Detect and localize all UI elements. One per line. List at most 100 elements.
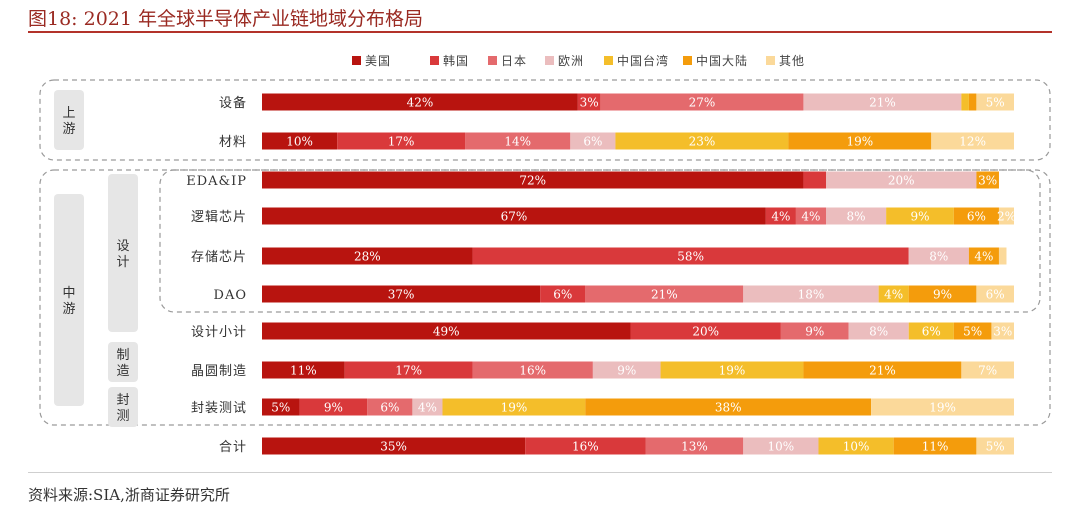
bar-segment (262, 207, 766, 225)
bar-segment (262, 132, 338, 150)
bar-segment (592, 361, 661, 379)
data-label: 20% (692, 325, 719, 339)
bar-segment (630, 322, 781, 340)
data-labels: 42% 3% 27% 21% 5% 10% 17% 14% 6% 23% 19% 12% 72% 20% 3… (271, 96, 1016, 454)
bar-segment (931, 132, 1014, 150)
data-label: 19% (929, 401, 956, 415)
data-label: 18% (798, 288, 825, 302)
data-label: 11% (290, 364, 317, 378)
chart-legend: 美国 韩国 日本 欧洲 中国台湾 中国大陆 其他 (0, 52, 1080, 70)
source-divider (28, 472, 1052, 473)
bar-segment (585, 285, 744, 303)
data-label: 11% (922, 440, 949, 454)
group-frames (39, 79, 1051, 426)
legend-item: 欧洲 (545, 52, 584, 69)
design-label: 设计 (116, 239, 129, 270)
data-label: 16% (572, 440, 599, 454)
legend-item: 其他 (766, 52, 805, 69)
bar-segment (818, 437, 894, 455)
data-label: 9% (910, 210, 929, 224)
data-label: 5% (271, 401, 290, 415)
bar-segment (262, 247, 473, 265)
data-label: 21% (869, 96, 896, 110)
bar-segment (262, 322, 631, 340)
bar-segment (660, 361, 804, 379)
bar-segment (570, 132, 616, 150)
bar-segment (803, 171, 826, 189)
bar-segment (788, 132, 932, 150)
legend-item: 韩国 (430, 52, 469, 69)
legend-label: 美国 (365, 54, 392, 68)
bar-segment (262, 171, 804, 189)
bar-segment (953, 207, 999, 225)
bar-segment (976, 285, 1014, 303)
bar-segment (780, 322, 849, 340)
bar-segment (262, 437, 526, 455)
midstream-box (54, 194, 84, 406)
data-label: 6% (380, 401, 399, 415)
bar-segment (299, 398, 368, 416)
title-divider (28, 31, 1052, 33)
data-label: 3% (993, 325, 1012, 339)
bar-segment (765, 207, 796, 225)
bar-segment (442, 398, 586, 416)
packaging-label: 封测 (116, 393, 129, 424)
data-label: 27% (689, 96, 716, 110)
bar-segment (908, 247, 969, 265)
bar-segment (615, 132, 789, 150)
data-label: 4% (801, 210, 820, 224)
data-label: 35% (380, 440, 407, 454)
bar-segment (262, 398, 300, 416)
data-label: 8% (869, 325, 888, 339)
legend-label: 韩国 (443, 54, 470, 68)
bar-segment (803, 93, 962, 111)
legend-label: 其他 (779, 54, 806, 68)
data-label: 17% (388, 135, 415, 149)
category-label: 设备 (219, 95, 247, 111)
data-label: 20% (888, 174, 915, 188)
data-label: 21% (651, 288, 678, 302)
upstream-box (54, 90, 84, 150)
category-label: EDA&IP (186, 174, 247, 189)
bar-segment (848, 322, 909, 340)
data-label: 9% (324, 401, 343, 415)
bar-segment (991, 322, 1014, 340)
legend-item: 中国台湾 (604, 52, 669, 69)
bar-segment (886, 207, 954, 225)
bar-segment (472, 361, 593, 379)
legend-swatch (604, 56, 613, 65)
data-label: 8% (847, 210, 866, 224)
bar-segment (262, 285, 541, 303)
bar-segment (908, 322, 954, 340)
data-label: 58% (677, 250, 704, 264)
bar-segment (337, 132, 466, 150)
bar-segment (743, 285, 879, 303)
bar-segment (367, 398, 413, 416)
data-label: 49% (433, 325, 460, 339)
data-label: 10% (286, 135, 313, 149)
design-box (108, 174, 138, 332)
data-label: 21% (869, 364, 896, 378)
bar-segment (961, 93, 969, 111)
data-label: 23% (689, 135, 716, 149)
source-note: 资料来源:SIA,浙商证券研究所 (28, 486, 230, 504)
bar-segment (465, 132, 571, 150)
packaging-box (108, 387, 138, 427)
category-label: DAO (214, 288, 247, 303)
data-label: 6% (922, 325, 941, 339)
category-label: 材料 (219, 135, 247, 150)
legend-item: 中国大陆 (683, 52, 748, 69)
data-label: 37% (388, 288, 415, 302)
data-label: 5% (986, 96, 1005, 110)
bar-segment (645, 437, 744, 455)
bar-segment (585, 398, 872, 416)
legend-swatch (352, 56, 361, 65)
data-label: 9% (933, 288, 952, 302)
data-label: 8% (929, 250, 948, 264)
category-label: 晶圆制造 (191, 364, 247, 379)
bar-segment (262, 93, 578, 111)
bar-segment (803, 361, 962, 379)
